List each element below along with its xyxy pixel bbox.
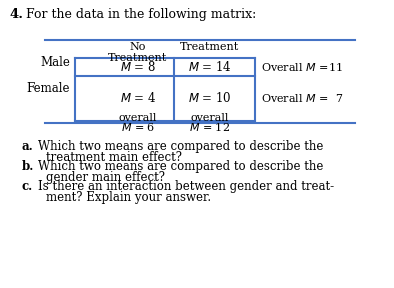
Text: c.: c. (22, 180, 33, 193)
Text: $M$ = 12: $M$ = 12 (190, 121, 230, 133)
Text: treatment main effect?: treatment main effect? (46, 151, 182, 164)
Text: Is there an interaction between gender and treat-: Is there an interaction between gender a… (38, 180, 334, 193)
Text: For the data in the following matrix:: For the data in the following matrix: (26, 8, 256, 21)
Text: 4.: 4. (10, 8, 24, 21)
Text: Treatment: Treatment (180, 42, 240, 52)
Text: overall: overall (191, 113, 229, 123)
Text: ment? Explain your answer.: ment? Explain your answer. (46, 191, 211, 204)
Text: Which two means are compared to describe the: Which two means are compared to describe… (38, 160, 323, 173)
Text: Female: Female (26, 82, 70, 94)
Text: gender main effect?: gender main effect? (46, 171, 165, 184)
Text: overall: overall (119, 113, 157, 123)
Text: $M$ = 6: $M$ = 6 (121, 121, 155, 133)
Text: $M$ = 10: $M$ = 10 (188, 92, 232, 105)
Text: Overall $M$ =11: Overall $M$ =11 (261, 61, 343, 73)
Text: a.: a. (22, 140, 34, 153)
Text: $M$ = 4: $M$ = 4 (120, 92, 156, 105)
Text: Overall $M$ =  7: Overall $M$ = 7 (261, 92, 343, 105)
Text: No
Treatment: No Treatment (108, 42, 167, 63)
Text: Which two means are compared to describe the: Which two means are compared to describe… (38, 140, 323, 153)
Text: $M$ = 8: $M$ = 8 (120, 60, 156, 74)
Text: b.: b. (22, 160, 34, 173)
Text: Male: Male (40, 56, 70, 69)
Text: $M$ = 14: $M$ = 14 (188, 60, 232, 74)
